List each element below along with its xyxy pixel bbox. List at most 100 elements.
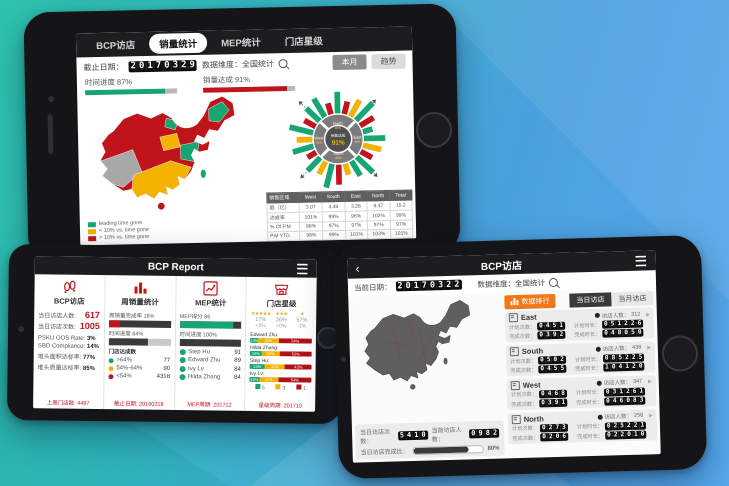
- region-name: West: [522, 380, 541, 390]
- person-score-row: Ivy Lv 84: [179, 365, 241, 372]
- ranking-bars-icon: [510, 298, 519, 306]
- radial-chart-pane: North 92% East 96% South 88% West 94% 销售…: [261, 87, 416, 241]
- level-row: 54%-64% 90: [108, 365, 170, 372]
- report-titlebar: BCP Report: [34, 256, 317, 278]
- time-progress-bar: [108, 338, 171, 346]
- tab-today-visits[interactable]: 当日访店: [569, 291, 612, 308]
- phone-camera: [340, 356, 347, 362]
- quad-south-value: 88%: [335, 156, 342, 160]
- bar-chart-icon: [109, 278, 171, 296]
- levels-title: 门店达成数: [108, 349, 137, 356]
- quad-east-value: 96%: [354, 140, 361, 144]
- building-icon: [508, 313, 519, 323]
- time-progress-label: 时间进度 87%: [84, 77, 133, 88]
- bar-label: MEP得分 86: [179, 314, 211, 321]
- column-footer: 星级周期: 201710: [258, 403, 302, 410]
- level-row: >64% 77: [108, 357, 170, 364]
- mep-score-bar: [179, 321, 242, 329]
- visit-count-label: 当日访店次数：: [359, 429, 391, 446]
- visit-progress-label: 当日访店完成比：: [360, 449, 409, 457]
- data-rank-button[interactable]: 数据排行: [504, 293, 556, 309]
- building-icon: [510, 380, 520, 391]
- china-map-pane: leading time gone < 10% vs. time gone > …: [77, 91, 264, 246]
- china-choropleth-map: [99, 96, 237, 210]
- search-icon[interactable]: [278, 58, 289, 68]
- quad-north-value: 92%: [335, 126, 342, 130]
- quad-north-label: North: [333, 121, 343, 126]
- home-button[interactable]: [415, 111, 453, 149]
- column-mep-stats: MEP统计 MEP得分 86 时间进度 100% Step Hu 91 Edwar…: [174, 276, 247, 411]
- tab-store-rating[interactable]: 门店星级: [284, 36, 323, 49]
- tab-sales-stats[interactable]: 销量统计: [148, 32, 208, 54]
- report-title: BCP Report: [147, 261, 204, 273]
- chevron-right-icon: ▸: [648, 378, 652, 386]
- phone-camera: [48, 95, 55, 103]
- person-score-row: Step Hu 91: [179, 348, 241, 355]
- visit-people-label: 当前访店人数：: [431, 427, 462, 444]
- storefront-icon: [251, 280, 313, 298]
- quad-west-value: 94%: [316, 141, 323, 145]
- date-label: 截止日期：: [83, 61, 124, 72]
- region-name: North: [523, 414, 544, 424]
- column-title: MEP统计: [195, 298, 227, 308]
- map-legend: leading time gone < 10% vs. time gone > …: [87, 219, 150, 242]
- home-button[interactable]: [661, 335, 699, 373]
- trend-button[interactable]: 趋势: [371, 53, 406, 69]
- region-list-pane: 数据排行 当日访店 当月访店 East 访店人数： 312 ▸: [488, 288, 661, 459]
- column-title: 周销量统计: [121, 297, 159, 307]
- stack-legend: 5 3 1: [250, 383, 312, 392]
- phone-camera: [18, 326, 25, 333]
- bar-label: 时间进度 64%: [108, 331, 144, 338]
- column-bcp-visits: BCP访店 当日访店人数: 617 当日访店次数: 1005 PSKU OOS Ra…: [33, 274, 106, 410]
- menu-icon[interactable]: [297, 263, 308, 274]
- column-footer: MEP周期: 201712: [187, 402, 232, 409]
- month-button[interactable]: 本月: [332, 53, 367, 70]
- visit-title: BCP访店: [480, 260, 523, 273]
- region-card-north[interactable]: North 访店人数： 258 ▸ 计划次数： 0 2 7 3 计划时长： 0 2 5 2 2 1 完…: [507, 408, 658, 445]
- radial-center-label: 销售达成: [331, 133, 346, 138]
- region-name: East: [520, 312, 537, 322]
- phone-bcp-report: BCP Report BCP访店 当日访店人数: 617 当日访店次数: 1005 …: [6, 243, 344, 425]
- back-chevron-icon[interactable]: ‹: [355, 261, 360, 276]
- dot-icon: [595, 346, 601, 352]
- legend-label: < 10% vs. time gone: [98, 226, 150, 235]
- dot-icon: [596, 380, 602, 386]
- quad-south-label: South: [333, 151, 343, 156]
- map-taiwan: [200, 169, 206, 179]
- tab-mep-stats[interactable]: MEP统计: [221, 37, 261, 50]
- region-card-west[interactable]: West 访店人数： 347 ▸ 计划次数： 0 4 6 8 计划时长： 0 3 1 2 6 1 完成…: [506, 375, 657, 411]
- column-title: 门店星级: [266, 299, 297, 309]
- weekly-completion-bar: [108, 320, 171, 328]
- rank-row: 数据排行 当日访店 当月访店: [504, 290, 654, 309]
- star-stack-bar: 19% 29% 52%: [249, 350, 312, 357]
- region-name: South: [521, 346, 544, 356]
- building-icon: [511, 414, 521, 424]
- star-stack-bar: 15% 31% 54%: [249, 376, 312, 383]
- menu-icon[interactable]: [635, 255, 647, 266]
- column-footer: 截止日期: 20160218: [113, 401, 164, 408]
- building-icon: [509, 346, 519, 357]
- tab-month-visits[interactable]: 当月访店: [611, 290, 654, 306]
- legend-label: > 10% vs. time gone: [99, 233, 150, 242]
- phone-speaker: [47, 113, 54, 155]
- legend-label: leading time gone: [98, 220, 143, 228]
- region-card-south[interactable]: South 访店人数： 438 ▸ 计划次数： 0 5 0 2 计划时长： 0 8 5 2 2 5 完…: [505, 341, 656, 377]
- column-weekly-sales: 周销量统计 周销量完成率 18% 时间进度 64% 门店达成数 >64% 77 5…: [103, 275, 177, 411]
- time-progress-bar: [179, 339, 242, 347]
- tab-bcp-visits[interactable]: BCP访店: [96, 40, 136, 53]
- line-chart-icon: [180, 279, 242, 297]
- region-sales-table: 销售区域 West South East North Total 额（亿） 3.07 4.48 3…: [266, 189, 413, 241]
- metric-row: PSKU OOS Rate: 3%: [37, 335, 96, 343]
- date-label: 当前日期：: [353, 282, 392, 293]
- search-icon[interactable]: [548, 277, 559, 287]
- dimension-label: 数据维度：全国统计: [201, 58, 275, 70]
- region-card-east[interactable]: East 访店人数： 312 ▸ 计划次数： 0 4 5 1 计划时长： 0 5 1 2 2 6 完成…: [504, 307, 655, 343]
